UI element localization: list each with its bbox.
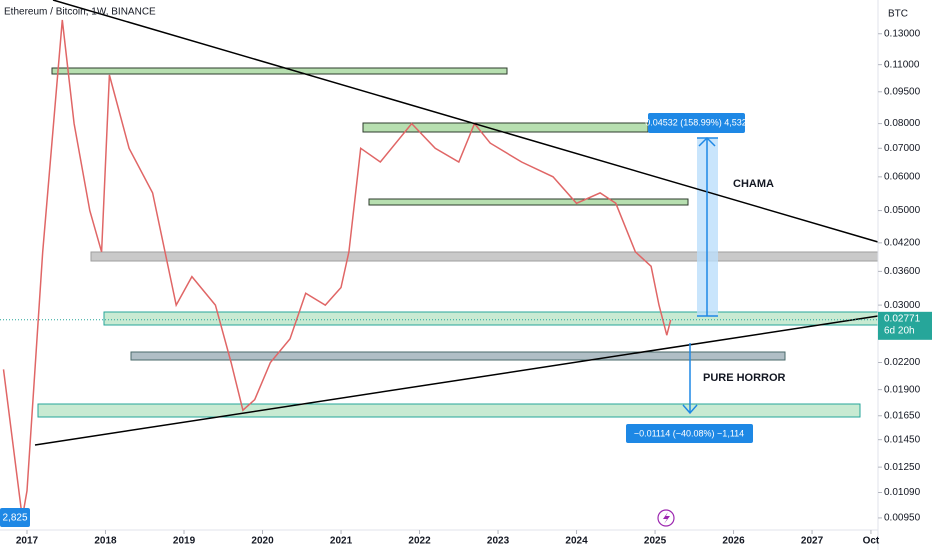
zone <box>37 403 861 418</box>
x-tick-label: 2018 <box>94 536 117 547</box>
y-tick-label: 0.06000 <box>884 171 921 182</box>
arrow-head <box>682 404 698 415</box>
x-tick-label: 2026 <box>722 536 745 547</box>
corner-box <box>0 508 30 527</box>
zone <box>368 198 689 206</box>
y-tick-label: 0.01250 <box>884 462 921 473</box>
axis-unit: BTC <box>888 9 908 20</box>
annotation: PURE HORROR <box>703 372 786 384</box>
y-tick-label: 0.13000 <box>884 28 921 39</box>
x-tick-label: 2021 <box>330 536 353 547</box>
annotation: CHAMA <box>733 178 774 190</box>
y-tick-label: 0.05000 <box>884 205 921 216</box>
price-tag-label: 0.02771 <box>884 313 921 324</box>
corner-label: 2,825 <box>2 513 27 524</box>
chart-title: Ethereum / Bitcoin, 1W, BINANCE <box>4 7 156 18</box>
measure-box <box>648 113 745 133</box>
y-tick-label: 0.01900 <box>884 384 921 395</box>
trend-line <box>52 0 879 243</box>
measure-label: 0.04532 (158.99%) 4,532 <box>645 117 747 127</box>
x-tick-label: 2025 <box>644 536 667 547</box>
x-tick-label: 2020 <box>251 536 274 547</box>
y-tick-label: 0.03000 <box>884 300 921 311</box>
y-tick-label: 0.11000 <box>884 59 920 70</box>
y-tick-label: 0.09500 <box>884 86 921 97</box>
measure-box <box>626 424 753 443</box>
y-tick-label: 0.07000 <box>884 143 921 154</box>
y-tick-label: 0.01090 <box>884 487 921 498</box>
x-tick-label: Oct <box>863 536 880 547</box>
zone <box>130 351 786 361</box>
x-tick-label: 2027 <box>801 536 824 547</box>
icon <box>657 509 675 527</box>
x-tick-label: 2019 <box>173 536 196 547</box>
zone <box>51 67 508 75</box>
x-tick-label: 2024 <box>565 536 588 547</box>
y-tick-label: 0.01650 <box>884 410 921 421</box>
trend-line <box>34 315 879 446</box>
y-tick-label: 0.02200 <box>884 357 921 368</box>
y-tick-label: 0.00950 <box>884 513 921 524</box>
icon <box>663 512 670 524</box>
y-tick-label: 0.08000 <box>884 118 921 129</box>
price-tag-countdown: 6d 20h <box>884 325 915 336</box>
y-tick-label: 0.04200 <box>884 237 921 248</box>
price-tag <box>878 311 932 340</box>
plot <box>2 19 672 519</box>
x-tick-label: 2017 <box>16 536 39 547</box>
y-tick-label: 0.03600 <box>884 266 921 277</box>
x-tick-label: 2023 <box>487 536 510 547</box>
price-line <box>2 19 672 519</box>
measure-label: −0.01114 (−40.08%) −1,114 <box>634 428 744 438</box>
y-tick-label: 0.01450 <box>884 434 921 445</box>
zone <box>90 251 879 262</box>
x-tick-label: 2022 <box>408 536 431 547</box>
